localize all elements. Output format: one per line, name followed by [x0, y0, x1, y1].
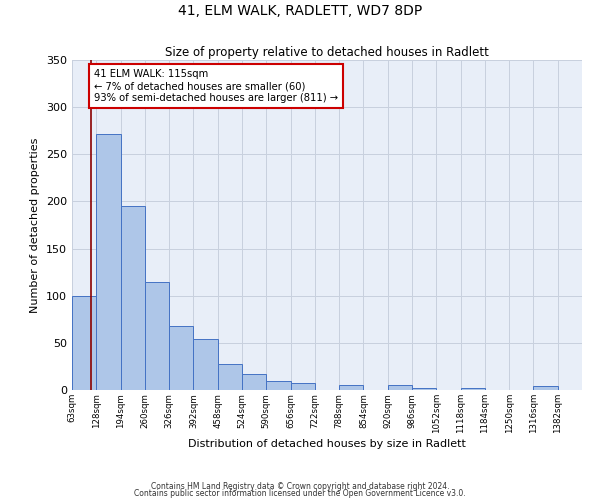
Bar: [96, 134, 121, 390]
Bar: [290, 384, 315, 390]
Bar: [193, 339, 218, 390]
Text: 41 ELM WALK: 115sqm
← 7% of detached houses are smaller (60)
93% of semi-detache: 41 ELM WALK: 115sqm ← 7% of detached hou…: [94, 70, 338, 102]
X-axis label: Distribution of detached houses by size in Radlett: Distribution of detached houses by size …: [188, 438, 466, 448]
Bar: [412, 388, 436, 390]
Bar: [218, 364, 242, 390]
Text: 41, ELM WALK, RADLETT, WD7 8DP: 41, ELM WALK, RADLETT, WD7 8DP: [178, 4, 422, 18]
Text: Contains public sector information licensed under the Open Government Licence v3: Contains public sector information licen…: [134, 490, 466, 498]
Bar: [461, 388, 485, 390]
Bar: [339, 386, 364, 390]
Title: Size of property relative to detached houses in Radlett: Size of property relative to detached ho…: [165, 46, 489, 59]
Bar: [266, 380, 290, 390]
Y-axis label: Number of detached properties: Number of detached properties: [31, 138, 40, 312]
Bar: [388, 386, 412, 390]
Text: Contains HM Land Registry data © Crown copyright and database right 2024.: Contains HM Land Registry data © Crown c…: [151, 482, 449, 491]
Bar: [533, 386, 558, 390]
Bar: [145, 282, 169, 390]
Bar: [72, 296, 96, 390]
Bar: [169, 326, 193, 390]
Bar: [242, 374, 266, 390]
Bar: [121, 206, 145, 390]
